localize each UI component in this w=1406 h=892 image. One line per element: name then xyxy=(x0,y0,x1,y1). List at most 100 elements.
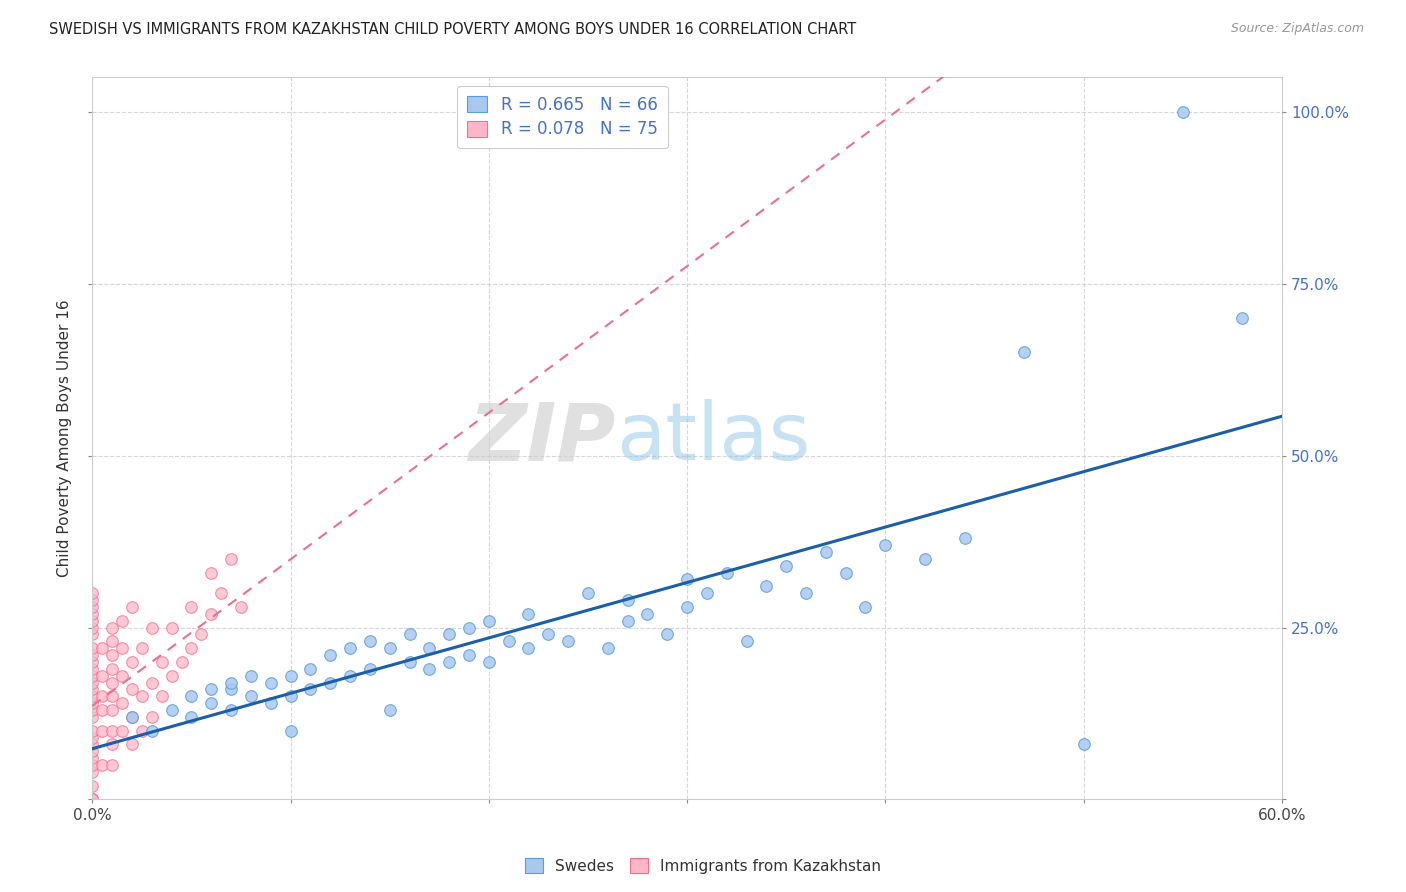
Legend: Swedes, Immigrants from Kazakhstan: Swedes, Immigrants from Kazakhstan xyxy=(519,852,887,880)
Point xyxy=(91,690,114,704)
Point xyxy=(1073,738,1095,752)
Point xyxy=(91,723,114,738)
Point xyxy=(180,710,202,724)
Point xyxy=(280,668,302,682)
Point xyxy=(82,627,104,641)
Point xyxy=(458,648,481,662)
Point xyxy=(82,703,104,717)
Point xyxy=(101,634,124,648)
Point xyxy=(111,723,134,738)
Point xyxy=(200,682,222,697)
Point xyxy=(82,738,104,752)
Point xyxy=(141,710,163,724)
Point xyxy=(299,662,322,676)
Point xyxy=(101,703,124,717)
Point xyxy=(219,682,242,697)
Point xyxy=(121,599,143,614)
Point xyxy=(121,710,143,724)
Point xyxy=(91,668,114,682)
Point xyxy=(82,792,104,806)
Point xyxy=(378,641,401,656)
Text: atlas: atlas xyxy=(616,400,810,477)
Point xyxy=(1230,311,1253,326)
Point xyxy=(359,662,381,676)
Point xyxy=(82,648,104,662)
Point xyxy=(82,668,104,682)
Point xyxy=(260,675,283,690)
Point xyxy=(101,675,124,690)
Point xyxy=(299,682,322,697)
Point xyxy=(200,696,222,710)
Point xyxy=(319,648,342,662)
Point xyxy=(141,621,163,635)
Point xyxy=(755,579,778,593)
Point xyxy=(131,690,153,704)
Point xyxy=(814,545,837,559)
Point xyxy=(180,690,202,704)
Point xyxy=(82,751,104,765)
Point xyxy=(82,682,104,697)
Point xyxy=(437,655,460,669)
Point xyxy=(716,566,738,580)
Point xyxy=(170,655,193,669)
Point xyxy=(676,599,699,614)
Point xyxy=(418,641,440,656)
Point xyxy=(82,710,104,724)
Point xyxy=(180,599,202,614)
Point xyxy=(91,641,114,656)
Point xyxy=(280,723,302,738)
Point xyxy=(101,758,124,772)
Point xyxy=(775,558,797,573)
Point xyxy=(280,690,302,704)
Point xyxy=(478,655,501,669)
Point xyxy=(616,614,638,628)
Point xyxy=(121,710,143,724)
Point xyxy=(82,723,104,738)
Text: Source: ZipAtlas.com: Source: ZipAtlas.com xyxy=(1230,22,1364,36)
Point xyxy=(398,655,420,669)
Point xyxy=(91,703,114,717)
Point xyxy=(576,586,599,600)
Point xyxy=(150,655,173,669)
Point xyxy=(437,627,460,641)
Y-axis label: Child Poverty Among Boys Under 16: Child Poverty Among Boys Under 16 xyxy=(58,300,72,577)
Point xyxy=(111,614,134,628)
Point xyxy=(101,738,124,752)
Point xyxy=(82,675,104,690)
Point xyxy=(101,690,124,704)
Point xyxy=(82,792,104,806)
Point xyxy=(82,758,104,772)
Text: ZIP: ZIP xyxy=(468,400,616,477)
Point xyxy=(636,607,658,621)
Point xyxy=(200,607,222,621)
Point xyxy=(101,648,124,662)
Point xyxy=(794,586,817,600)
Point xyxy=(676,573,699,587)
Point xyxy=(537,627,560,641)
Point xyxy=(696,586,718,600)
Point xyxy=(378,703,401,717)
Point xyxy=(111,696,134,710)
Point xyxy=(82,792,104,806)
Point xyxy=(82,744,104,758)
Text: SWEDISH VS IMMIGRANTS FROM KAZAKHSTAN CHILD POVERTY AMONG BOYS UNDER 16 CORRELAT: SWEDISH VS IMMIGRANTS FROM KAZAKHSTAN CH… xyxy=(49,22,856,37)
Point xyxy=(121,738,143,752)
Point xyxy=(219,675,242,690)
Point xyxy=(478,614,501,628)
Point xyxy=(339,641,361,656)
Point xyxy=(82,779,104,793)
Point xyxy=(141,723,163,738)
Point xyxy=(160,621,183,635)
Point xyxy=(82,586,104,600)
Point xyxy=(82,621,104,635)
Point xyxy=(160,703,183,717)
Point xyxy=(82,792,104,806)
Point xyxy=(160,668,183,682)
Point xyxy=(319,675,342,690)
Point xyxy=(855,599,877,614)
Point xyxy=(111,641,134,656)
Point xyxy=(557,634,579,648)
Point xyxy=(121,682,143,697)
Point xyxy=(657,627,679,641)
Point xyxy=(229,599,252,614)
